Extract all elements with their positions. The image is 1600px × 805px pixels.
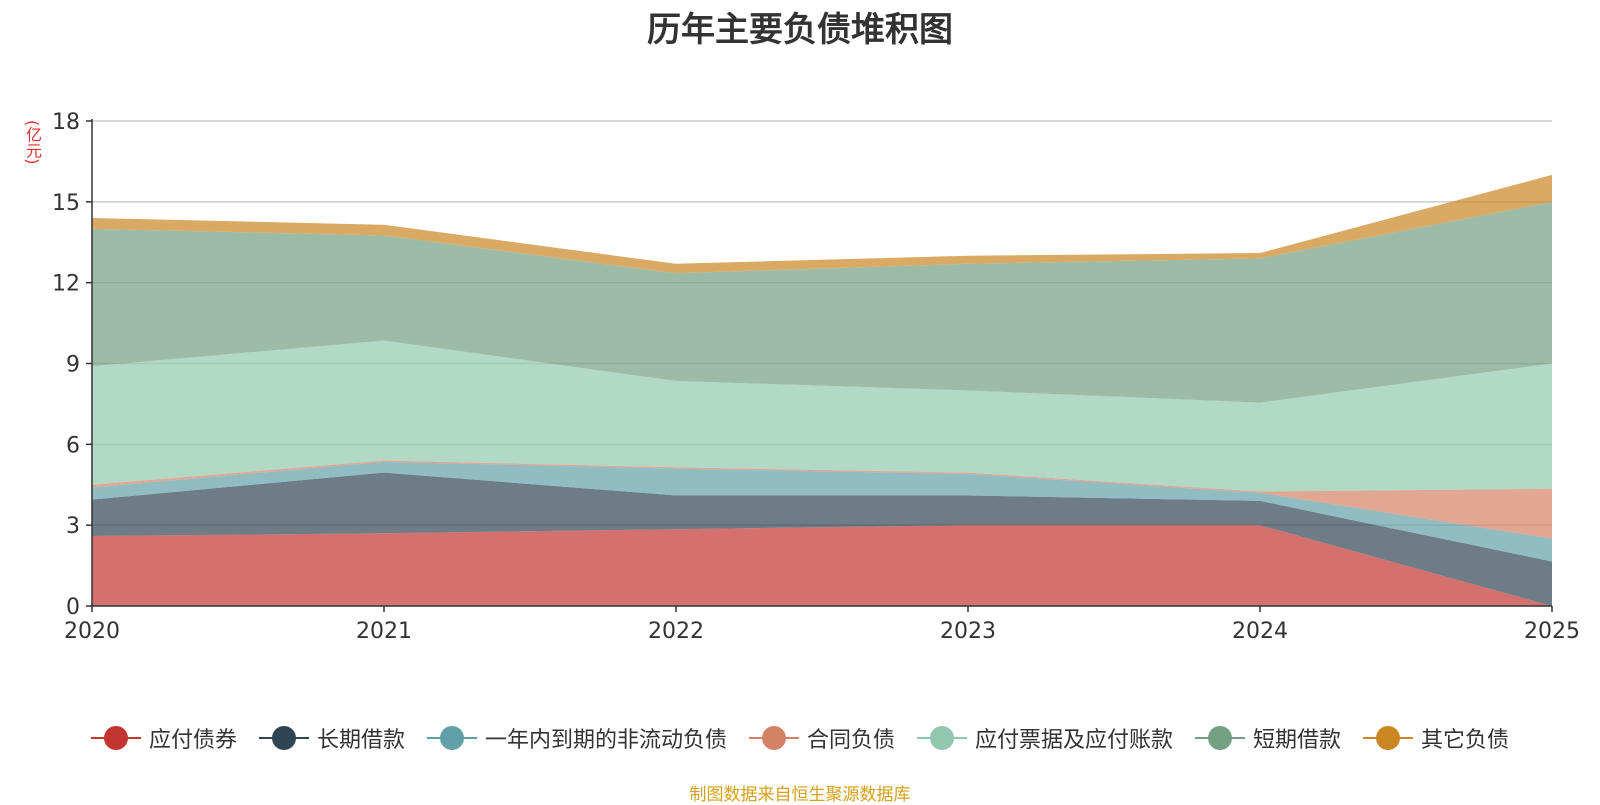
- y-tick-label: 12: [52, 272, 80, 297]
- legend-label: 长期借款: [316, 728, 405, 753]
- legend-label: 合同负债: [806, 728, 895, 753]
- x-tick-label: 2022: [648, 619, 704, 644]
- x-tick-label: 2024: [1232, 619, 1288, 644]
- legend-label: 一年内到期的非流动负债: [484, 728, 727, 753]
- legend-item-2[interactable]: 长期借款: [258, 722, 405, 754]
- x-tick-label: 2021: [356, 619, 412, 644]
- y-tick-label: 6: [66, 433, 80, 458]
- y-tick-label: 18: [52, 110, 80, 135]
- x-tick-label: 2025: [1524, 619, 1580, 644]
- y-tick-label: 0: [66, 595, 80, 620]
- area-series-3: [92, 461, 1552, 562]
- area-series-6: [92, 201, 1552, 403]
- stacked-area-chart: 0 3 6 9 12 15 18 2020 2021 2022 2023 2024 2025: [52, 110, 1580, 644]
- legend-marker-icon: [917, 726, 967, 750]
- data-source-note: 制图数据来自恒生聚源数据库: [689, 785, 911, 805]
- axes: 0 3 6 9 12 15 18 2020 2021 2022 2023 2024 2025: [52, 110, 1580, 644]
- legend-marker-icon: [90, 726, 141, 750]
- legend-item-4[interactable]: 合同负债: [748, 722, 895, 754]
- area-series: [92, 174, 1552, 606]
- legend-label: 其它负债: [1421, 728, 1510, 753]
- legend-item-3[interactable]: 一年内到期的非流动负债: [426, 722, 727, 754]
- legend-item-6[interactable]: 短期借款: [1195, 722, 1341, 754]
- y-axis-unit-label: (亿元): [23, 120, 42, 165]
- legend-item-7[interactable]: 其它负债: [1363, 722, 1509, 754]
- legend-label: 应付票据及应付账款: [975, 728, 1174, 753]
- x-tick-label: 2023: [940, 619, 996, 644]
- area-series-2: [92, 472, 1552, 606]
- y-tick-label: 15: [52, 191, 80, 216]
- legend-marker-icon: [1195, 726, 1246, 750]
- y-tick-label: 3: [66, 514, 80, 539]
- y-tick-label: 9: [66, 353, 80, 378]
- area-series-5: [92, 340, 1552, 492]
- legend-label: 短期借款: [1253, 728, 1342, 753]
- legend-marker-icon: [1363, 726, 1414, 750]
- legend-item-1[interactable]: 应付债券: [90, 722, 237, 754]
- legend-marker-icon: [748, 726, 799, 750]
- area-series-1: [92, 525, 1552, 606]
- legend-marker-icon: [426, 726, 477, 750]
- legend-marker-icon: [258, 726, 309, 750]
- x-tick-label: 2020: [64, 619, 120, 644]
- legend: 应付债券 长期借款 一年内到期的非流动负债 合同负债 应付票据及应付账款 短期借款 其它负债: [0, 718, 1600, 758]
- legend-item-5[interactable]: 应付票据及应付账款: [917, 722, 1173, 754]
- chart-title: 历年主要负债堆积图: [647, 10, 953, 50]
- legend-label: 应付债券: [148, 728, 237, 753]
